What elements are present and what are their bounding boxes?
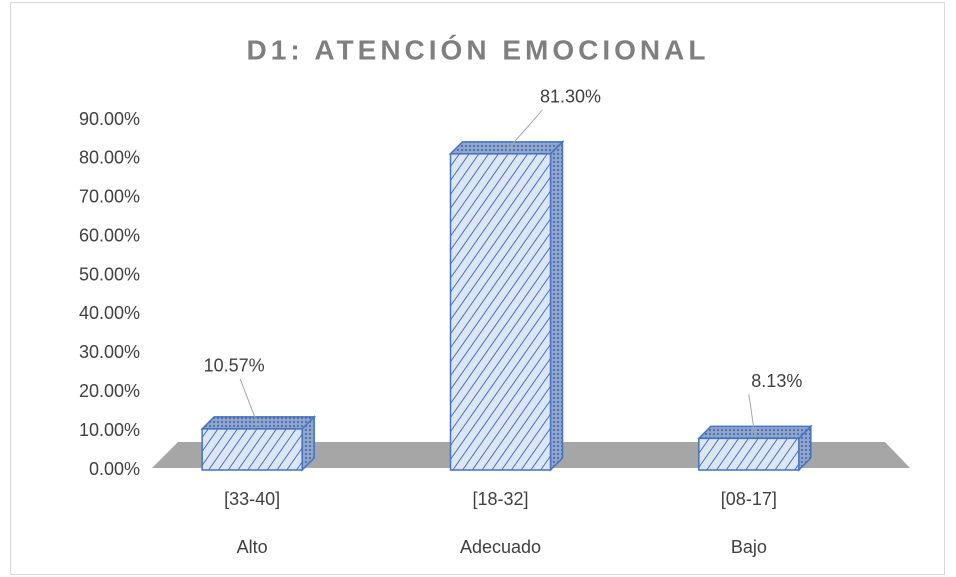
bar-top — [448, 141, 565, 155]
x-group-label: Bajo — [731, 537, 767, 557]
x-tick-label: [08-17] — [721, 489, 777, 509]
leader-line — [239, 378, 259, 427]
bar-front — [698, 437, 800, 471]
bar-front — [449, 153, 552, 471]
bar — [448, 140, 565, 472]
chart-title: D1: ATENCIÓN EMOCIONAL — [247, 34, 710, 65]
y-tick-label: 0.00% — [89, 459, 140, 479]
x-tick-label: [18-32] — [472, 489, 528, 509]
bar — [200, 415, 316, 472]
y-tick-label: 30.00% — [79, 342, 140, 362]
value-label: 81.30% — [540, 87, 601, 107]
value-label: 8.13% — [751, 371, 802, 391]
y-tick-label: 10.00% — [79, 420, 140, 440]
leader-line — [748, 394, 756, 436]
bar — [697, 424, 813, 472]
y-tick-label: 70.00% — [79, 187, 140, 207]
y-tick-label: 40.00% — [79, 303, 140, 323]
bar-side — [549, 140, 564, 472]
y-tick-label: 90.00% — [79, 109, 140, 129]
x-group-label: Alto — [237, 537, 268, 557]
y-tick-label: 60.00% — [79, 225, 140, 245]
x-group-label: Adecuado — [460, 537, 541, 557]
x-tick-label: [33-40] — [224, 489, 280, 509]
leader-line — [506, 109, 543, 152]
bar-front — [201, 428, 303, 471]
value-label: 10.57% — [204, 356, 265, 376]
bar-top — [200, 416, 316, 430]
y-tick-label: 20.00% — [79, 381, 140, 401]
y-tick-label: 50.00% — [79, 264, 140, 284]
y-tick-label: 80.00% — [79, 148, 140, 168]
